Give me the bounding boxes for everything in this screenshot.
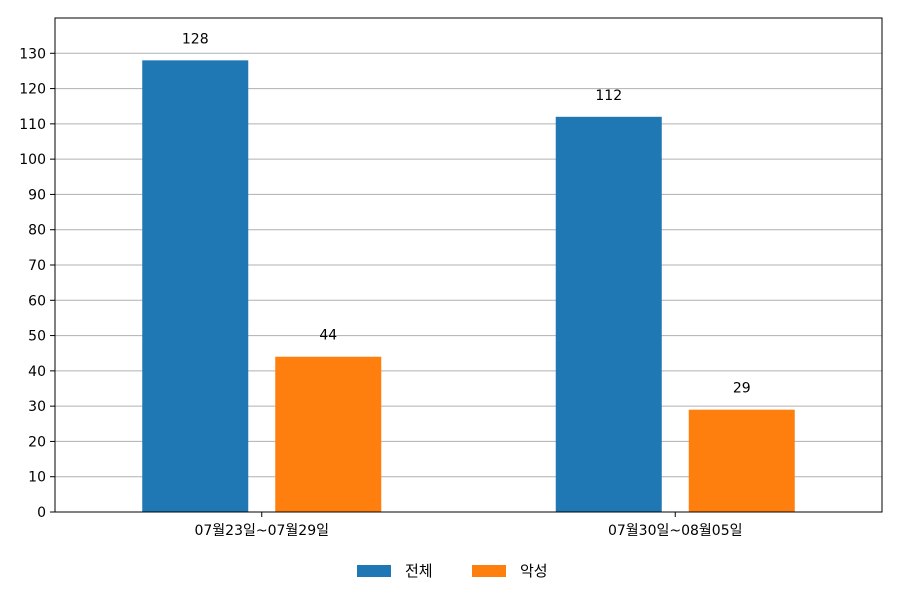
y-tick-label: 0 [37, 505, 46, 521]
bar [142, 60, 249, 512]
y-tick-label: 130 [19, 46, 46, 62]
bar [555, 116, 662, 513]
y-tick-label: 60 [28, 293, 46, 309]
legend-swatch [472, 565, 506, 577]
y-tick-label: 20 [28, 434, 46, 450]
bar [275, 356, 382, 512]
y-tick-label: 90 [28, 187, 46, 203]
bar-value-label: 29 [733, 381, 751, 397]
x-axis: 07월23일~07월29일 07월30일~08월05일 [194, 512, 743, 539]
data-labels: 128 44 112 29 [182, 31, 751, 396]
y-tick-label: 70 [28, 258, 46, 274]
y-axis: 0 10 20 30 40 50 60 70 80 90 100 110 120 130 [19, 46, 55, 521]
y-tick-label: 40 [28, 364, 46, 380]
legend-swatch [357, 565, 391, 577]
bar-value-label: 128 [182, 31, 209, 47]
y-tick-label: 80 [28, 223, 46, 239]
bars [142, 60, 795, 513]
y-tick-label: 50 [28, 329, 46, 345]
x-tick-label: 07월23일~07월29일 [194, 523, 329, 539]
x-tick-label: 07월30일~08월05일 [608, 523, 743, 539]
legend-label: 악성 [520, 562, 548, 580]
bar-value-label: 44 [319, 328, 337, 344]
y-tick-label: 120 [19, 82, 46, 98]
y-tick-label: 100 [19, 152, 46, 168]
bar-value-label: 112 [595, 88, 622, 104]
y-tick-label: 30 [28, 399, 46, 415]
legend: 전체 악성 [357, 562, 548, 580]
y-tick-label: 10 [28, 470, 46, 486]
y-tick-label: 110 [19, 117, 46, 133]
legend-label: 전체 [405, 562, 433, 580]
bar [688, 409, 795, 512]
